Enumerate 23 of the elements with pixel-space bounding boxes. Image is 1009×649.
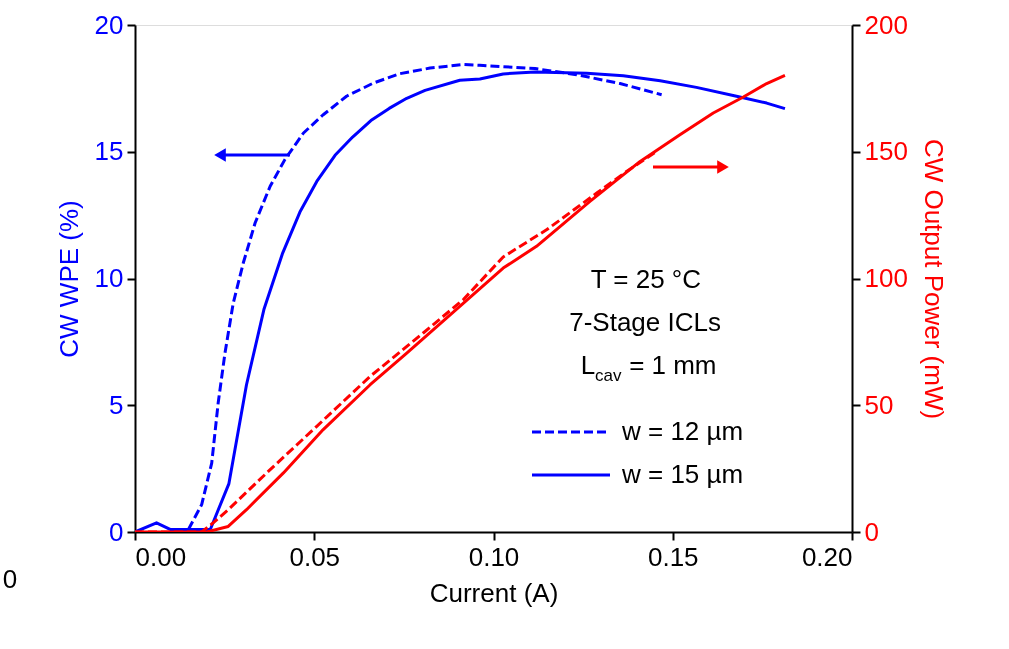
y-tick-label: 20	[94, 9, 124, 40]
x-tick-label: 0.00	[135, 541, 187, 572]
text: 0	[2, 564, 18, 594]
y2-tick-label: 100	[864, 263, 908, 293]
y-tick-label: 5	[109, 389, 124, 420]
annotation: T = 25 °C	[590, 264, 702, 294]
legend-label: w = 12 µm	[621, 416, 744, 446]
y2-tick-label: 0	[864, 516, 879, 547]
x-tick-label: 0.05	[289, 541, 341, 572]
x-axis-title: Current (A)	[429, 577, 559, 608]
x-tick-label: 0.15	[647, 541, 699, 572]
annotation: 7-Stage ICLs	[569, 307, 721, 337]
y2-tick-label: 150	[864, 136, 908, 167]
y2-tick-label: 50	[864, 389, 894, 420]
y-axis-title: CW WPE (%)	[53, 200, 84, 358]
y-tick-label: 0	[109, 516, 124, 547]
legend-label: w = 15 µm	[621, 459, 744, 489]
y-tick-label: 10	[94, 263, 124, 293]
y2-axis-title: CW Output Power (mW)	[918, 138, 949, 420]
y2-tick-label: 200	[864, 9, 908, 40]
y-tick-label: 15	[94, 136, 124, 167]
x-tick-label: 0.10	[468, 541, 520, 572]
x-tick-label: 0.20	[801, 541, 853, 572]
